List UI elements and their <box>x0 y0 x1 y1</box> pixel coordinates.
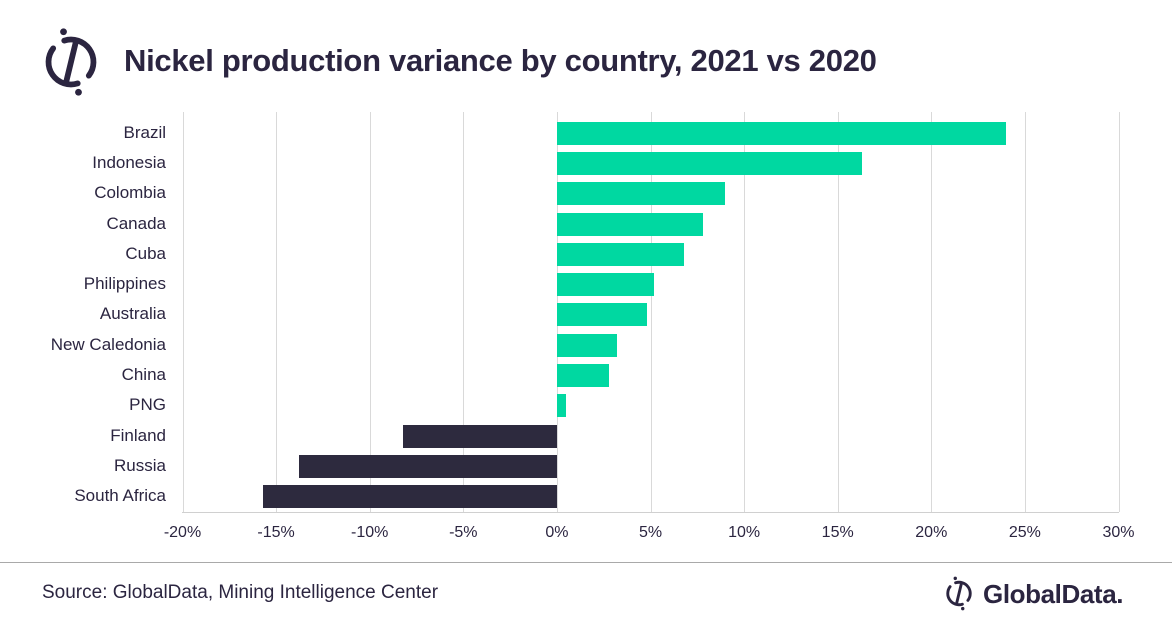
bar-indonesia <box>556 152 862 175</box>
category-label-south-africa: South Africa <box>74 486 166 506</box>
gridline <box>744 112 746 512</box>
category-label-indonesia: Indonesia <box>92 153 166 172</box>
chart-title: Nickel production variance by country, 2… <box>124 43 877 78</box>
bar-brazil <box>556 121 1007 145</box>
gridline <box>463 112 465 512</box>
gridline <box>931 112 933 512</box>
bar-cuba <box>556 242 685 266</box>
bar-china <box>556 364 610 387</box>
category-label-china: China <box>121 365 166 384</box>
globaldata-wordmark: GlobalData. <box>983 579 1124 609</box>
x-tick-label: 25% <box>1008 524 1041 541</box>
gridline <box>276 112 278 512</box>
gridline <box>369 112 371 512</box>
category-label-png: PNG <box>129 395 166 415</box>
bar-finland <box>403 424 557 448</box>
x-tick-label: 20% <box>915 524 948 541</box>
gridline <box>1024 112 1026 512</box>
gridline <box>1118 112 1120 512</box>
globaldata-logo-icon <box>45 28 97 96</box>
x-tick-label: -5% <box>449 524 478 541</box>
category-label-canada: Canada <box>106 213 166 233</box>
category-label-new-caledonia: New Caledonia <box>50 334 166 354</box>
gridline <box>837 112 839 512</box>
category-label-colombia: Colombia <box>94 183 166 203</box>
bar-south-africa <box>263 485 557 509</box>
gridline <box>182 112 184 512</box>
bar-canada <box>556 212 703 236</box>
bar-colombia <box>556 182 726 206</box>
source-attribution: Source: GlobalData, Mining Intelligence … <box>42 582 439 603</box>
footer-divider <box>0 562 1172 563</box>
x-tick-label: -15% <box>257 524 295 541</box>
x-tick-label: 15% <box>821 524 854 541</box>
x-tick-label: 0% <box>545 524 569 541</box>
gridline <box>650 112 652 512</box>
globaldata-logo-icon <box>946 576 972 611</box>
x-tick-label: -10% <box>351 524 389 541</box>
bar-australia <box>556 303 647 327</box>
category-label-australia: Australia <box>99 304 166 324</box>
bar-philippines <box>556 273 655 297</box>
x-tick-label: 5% <box>638 524 663 541</box>
bar-russia <box>298 454 557 478</box>
category-label-finland: Finland <box>110 425 166 445</box>
x-tick-label: 10% <box>728 524 761 541</box>
x-tick-label: -20% <box>163 524 202 541</box>
x-axis-line <box>182 512 1119 513</box>
bar-png <box>556 394 567 418</box>
x-tick-label: 30% <box>1102 524 1135 541</box>
category-label-russia: Russia <box>114 455 166 475</box>
category-label-brazil: Brazil <box>123 122 166 142</box>
bar-chart: -20% -15% -10% -5% 0% 5% 10% 15% 20% 25% 30% Brazil… <box>50 112 1135 541</box>
bar-new-caledonia <box>556 333 617 357</box>
category-label-cuba: Cuba <box>125 243 166 263</box>
category-label-philippines: Philippines <box>83 274 166 294</box>
